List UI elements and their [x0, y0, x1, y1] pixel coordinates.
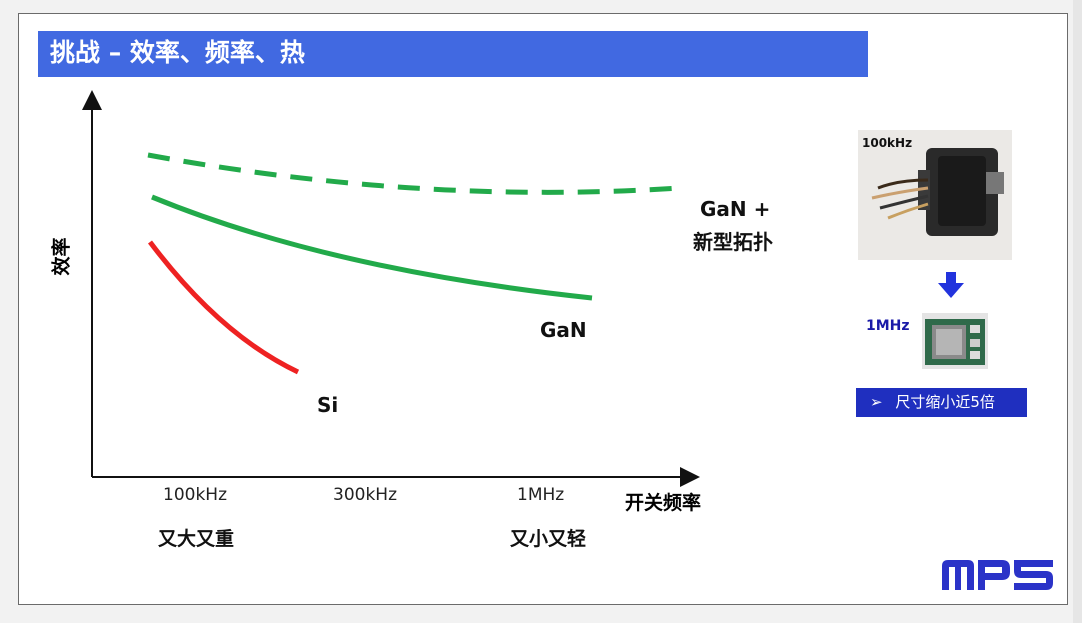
bullet-arrow-icon: ➢	[870, 393, 883, 411]
pcb-module-photo	[922, 313, 988, 369]
x-axis-label: 开关频率	[625, 492, 702, 514]
gan-topology-label-line2: 新型拓扑	[693, 230, 773, 254]
scrollbar[interactable]	[1073, 0, 1082, 623]
y-axis-label: 效率	[50, 237, 73, 276]
x-tick-100khz: 100kHz	[163, 485, 227, 505]
si-curve	[148, 240, 300, 375]
slide	[18, 13, 1068, 605]
slide-title: 挑战 – 效率、频率、热	[50, 38, 305, 67]
gan-curve	[151, 194, 593, 301]
transformer-photo	[858, 130, 1012, 260]
x-tick-1mhz: 1MHz	[517, 485, 565, 505]
si-label: Si	[317, 393, 339, 417]
title-bar	[38, 31, 868, 77]
mps-logo	[942, 560, 1053, 590]
gan-topology-label-line1: GaN +	[700, 197, 771, 221]
down-arrow-icon	[938, 272, 964, 298]
gan-label: GaN	[540, 318, 587, 342]
size-reduction-note: ➢ 尺寸缩小近5倍	[856, 388, 1027, 417]
small-light-label: 又小又轻	[510, 528, 587, 550]
photo-100khz-label: 100kHz	[862, 136, 913, 150]
big-heavy-label: 又大又重	[158, 528, 235, 550]
photo-1mhz-label: 1MHz	[866, 318, 910, 334]
size-reduction-text: 尺寸缩小近5倍	[895, 393, 995, 411]
gan-topology-curve	[147, 152, 681, 195]
x-tick-300khz: 300kHz	[333, 485, 397, 505]
